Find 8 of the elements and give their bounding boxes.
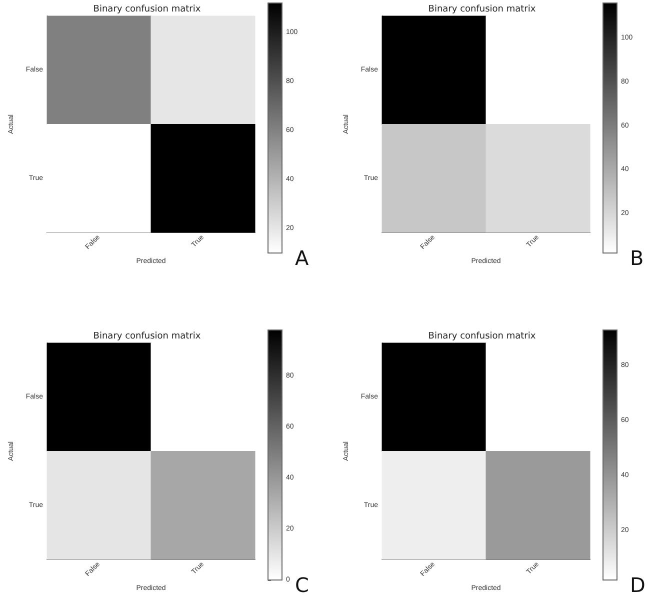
chart-title: Binary confusion matrix xyxy=(93,332,202,342)
text: C xyxy=(295,573,309,597)
text: B xyxy=(630,246,644,270)
chart-title: Binary confusion matrix xyxy=(93,4,202,14)
chart-title: Binary confusion matrix xyxy=(428,4,536,14)
text: A xyxy=(295,246,309,270)
text: D xyxy=(630,573,646,597)
chart-title: Binary confusion matrix xyxy=(428,332,536,342)
